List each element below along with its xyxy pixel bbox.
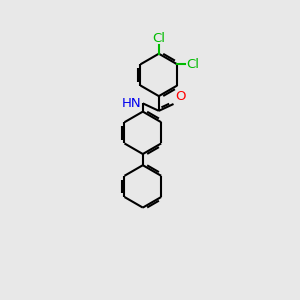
Text: Cl: Cl bbox=[186, 58, 199, 71]
Text: O: O bbox=[175, 89, 185, 103]
Text: HN: HN bbox=[122, 97, 141, 110]
Text: Cl: Cl bbox=[152, 32, 165, 45]
